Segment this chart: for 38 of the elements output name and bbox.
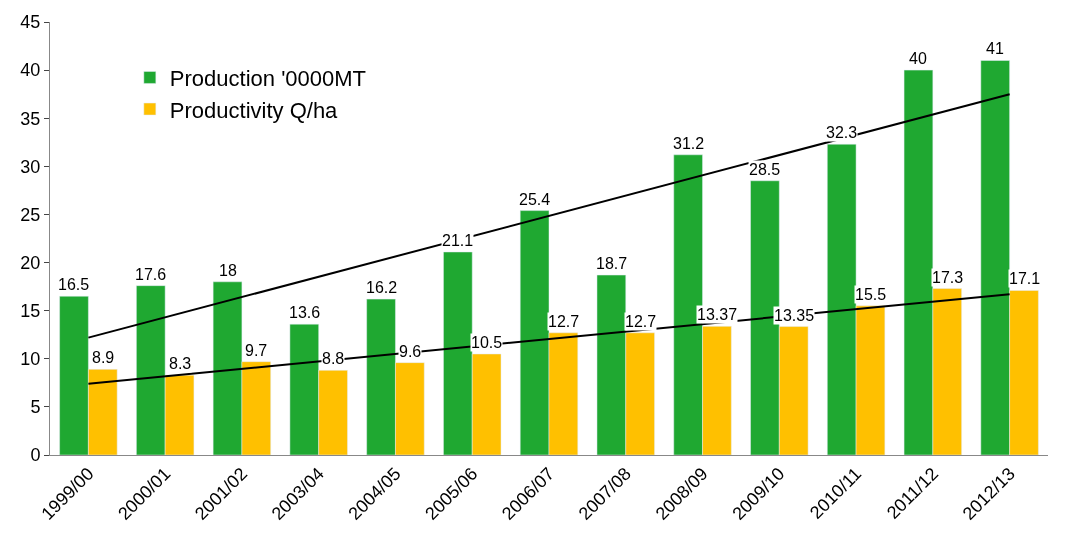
y-tick-label: 20 xyxy=(20,252,41,273)
y-tick-label: 35 xyxy=(20,108,41,129)
y-tick-label: 0 xyxy=(30,445,41,466)
data-label: 28.5 xyxy=(749,161,781,178)
data-label: 32.3 xyxy=(826,124,858,141)
data-label: 13.35 xyxy=(774,307,815,324)
data-label: 8.9 xyxy=(92,349,115,366)
data-label: 17.1 xyxy=(1009,270,1041,287)
y-tick-label: 5 xyxy=(30,397,41,418)
data-label: 21.1 xyxy=(442,232,474,249)
data-label: 13.37 xyxy=(697,306,738,323)
y-tick-label: 45 xyxy=(20,12,41,33)
data-label: 25.4 xyxy=(519,191,551,208)
data-label: 41 xyxy=(986,40,1004,57)
legend-label: Productivity Q/ha xyxy=(169,97,339,123)
data-label: 17.3 xyxy=(932,269,964,286)
data-label: 8.3 xyxy=(169,355,192,372)
data-label: 13.6 xyxy=(289,304,321,321)
data-label: 16.2 xyxy=(366,279,398,296)
data-label: 40 xyxy=(909,50,927,67)
data-label: 18 xyxy=(219,262,237,279)
data-label: 16.5 xyxy=(58,276,90,293)
legend-label: Production '0000MT xyxy=(169,66,367,92)
data-label: 9.6 xyxy=(399,343,422,360)
data-label: 9.7 xyxy=(245,342,268,359)
data-label: 15.5 xyxy=(855,286,887,303)
y-tick-label: 10 xyxy=(20,349,41,370)
data-label: 18.7 xyxy=(596,255,628,272)
y-tick-label: 15 xyxy=(20,300,41,321)
y-tick-label: 40 xyxy=(20,60,41,81)
data-label: 31.2 xyxy=(673,135,705,152)
data-label: 8.8 xyxy=(322,350,345,367)
y-tick-label: 30 xyxy=(20,156,41,177)
data-label: 17.6 xyxy=(135,266,167,283)
data-label: 10.5 xyxy=(471,334,503,351)
data-label: 12.7 xyxy=(548,313,580,330)
data-label: 12.7 xyxy=(625,313,657,330)
y-tick-label: 25 xyxy=(20,204,41,225)
